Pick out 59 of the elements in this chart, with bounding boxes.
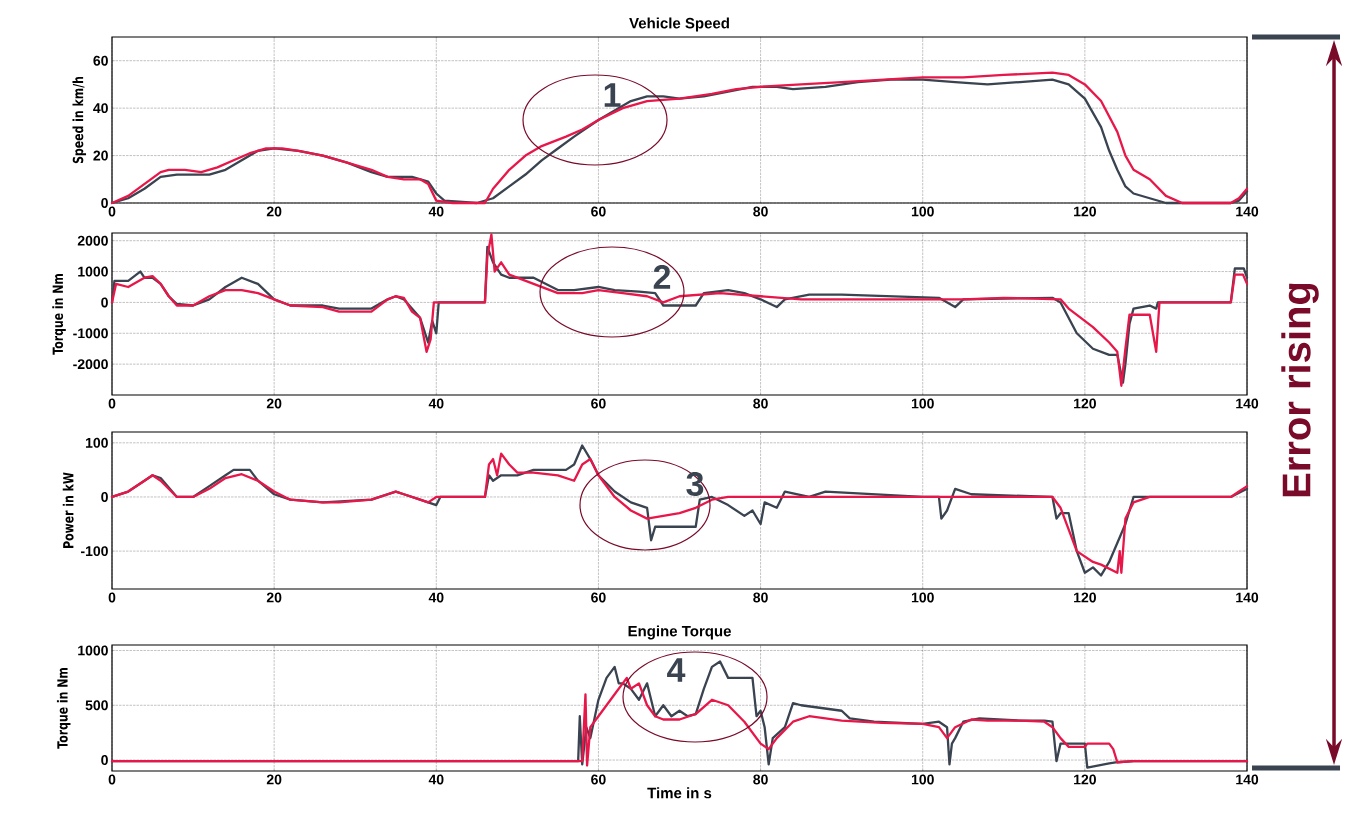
x-tick-label: 120 — [1074, 592, 1096, 603]
annotation: 1 — [604, 83, 621, 107]
x-tick-label: 100 — [911, 206, 934, 217]
y-tick-label: 500 — [85, 700, 108, 711]
x-tick-label: 60 — [591, 206, 606, 217]
x-tick-label: 0 — [108, 774, 116, 785]
chart-title: Engine Torque — [628, 625, 731, 640]
y-tick-label: 0 — [101, 492, 108, 502]
x-tick-label: 20 — [266, 398, 282, 409]
y-tick-label: -1000 — [73, 328, 108, 339]
x-tick-label: 100 — [911, 592, 934, 603]
x-tick-label: 40 — [428, 398, 444, 409]
x-tick-label: 40 — [428, 774, 444, 785]
x-tick-label: 80 — [753, 206, 768, 217]
x-tick-label: 140 — [1236, 398, 1259, 409]
x-tick-label: 100 — [911, 774, 934, 785]
x-tick-label: 100 — [911, 398, 934, 409]
x-tick-label: 140 — [1236, 592, 1259, 603]
x-tick-label: 60 — [591, 592, 606, 603]
x-axis-title: Time in s — [647, 787, 712, 799]
y-axis-title: Power in kW — [62, 472, 74, 548]
y-tick-label: 0 — [101, 755, 108, 765]
annotation: 4 — [667, 658, 686, 682]
x-tick-label: 0 — [108, 206, 116, 217]
x-tick-label: 120 — [1074, 206, 1096, 217]
y-tick-label: -2000 — [73, 359, 108, 370]
x-tick-label: 40 — [428, 592, 444, 603]
y-tick-label: 1000 — [78, 266, 108, 277]
y-axis-title: Torque in Nm — [56, 668, 71, 749]
x-tick-label: 120 — [1074, 398, 1096, 409]
x-tick-label: 20 — [266, 774, 282, 785]
chart-title: Vehicle Speed — [629, 17, 729, 32]
x-tick-label: 60 — [591, 398, 606, 409]
y-tick-label: -100 — [81, 546, 108, 557]
y-tick-label: 2000 — [77, 235, 108, 246]
x-tick-label: 40 — [428, 206, 444, 217]
x-tick-label: 80 — [753, 592, 768, 603]
x-tick-label: 20 — [266, 206, 282, 217]
y-tick-label: 100 — [85, 437, 108, 448]
text: Error rising — [1281, 283, 1319, 497]
x-tick-label: 0 — [108, 398, 116, 409]
annotation: 2 — [653, 265, 671, 289]
x-tick-label: 60 — [591, 774, 606, 785]
y-axis-title: Torque in Nm — [52, 274, 66, 355]
y-axis-title: Speed in km/h — [72, 76, 87, 164]
y-tick-label: 0 — [101, 297, 108, 308]
x-tick-label: 120 — [1074, 774, 1096, 785]
y-tick-label: 40 — [93, 103, 108, 114]
x-tick-label: 140 — [1236, 774, 1259, 785]
x-tick-label: 80 — [753, 398, 768, 409]
y-tick-label: 20 — [93, 150, 108, 161]
annotation: 3 — [686, 471, 704, 497]
y-tick-label: 1000 — [78, 645, 108, 656]
x-tick-label: 80 — [753, 774, 768, 785]
x-tick-label: 20 — [266, 592, 282, 603]
y-tick-label: 60 — [93, 55, 108, 66]
y-tick-label: 0 — [101, 198, 108, 208]
x-tick-label: 140 — [1236, 206, 1259, 217]
x-tick-label: 0 — [108, 592, 116, 603]
